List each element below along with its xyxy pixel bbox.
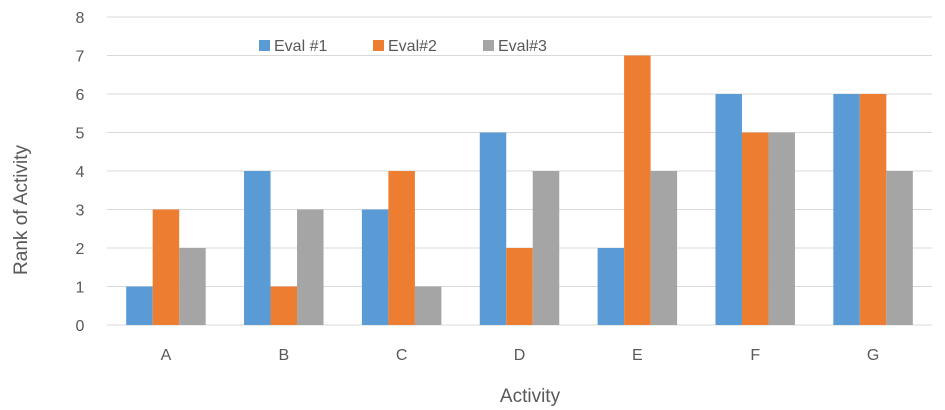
legend-swatch: [259, 40, 270, 51]
bar-A-series-1: [126, 286, 153, 325]
y-tick-label: 1: [76, 280, 85, 297]
x-tick-label: F: [750, 347, 760, 364]
bar-B-series-1: [244, 171, 271, 325]
bar-E-series-1: [597, 248, 625, 325]
bar-C-series-2: [388, 171, 415, 325]
bar-C-series-1: [361, 209, 389, 325]
x-tick-label: B: [278, 347, 289, 364]
legend-label: Eval#2: [388, 38, 437, 55]
y-axis-title: Rank of Activity: [11, 145, 32, 275]
x-tick-label: D: [514, 347, 526, 364]
y-axis-ticks: 0 1 2 3 4 5 6 7 8: [76, 10, 85, 335]
y-tick-label: 0: [76, 318, 85, 335]
y-tick-label: 4: [76, 164, 85, 181]
y-tick-label: 3: [76, 203, 85, 220]
legend-swatch: [373, 40, 384, 51]
bar-G-series-2: [859, 94, 887, 325]
x-tick-label: G: [867, 347, 879, 364]
legend: Eval #1 Eval#2 Eval#3: [259, 38, 547, 55]
bar-D-series-3: [532, 171, 560, 325]
bar-B-series-2: [270, 286, 298, 325]
bar-B-series-3: [297, 209, 324, 325]
bars: [126, 55, 913, 325]
legend-label: Eval #1: [274, 38, 327, 55]
x-axis-title: Activity: [500, 386, 561, 407]
bar-A-series-3: [179, 248, 206, 325]
x-axis-ticks: A B C D E F G: [161, 347, 880, 364]
x-tick-label: C: [396, 347, 408, 364]
bar-A-series-2: [152, 209, 180, 325]
legend-swatch: [483, 40, 494, 51]
legend-label: Eval#3: [498, 38, 547, 55]
bar-F-series-3: [768, 132, 795, 325]
x-tick-label: E: [632, 347, 643, 364]
y-tick-label: 2: [76, 241, 85, 258]
bar-D-series-2: [506, 248, 533, 325]
y-tick-label: 8: [76, 10, 85, 27]
bar-F-series-1: [715, 94, 742, 325]
bar-E-series-3: [650, 171, 678, 325]
bar-C-series-3: [414, 286, 442, 325]
y-tick-label: 7: [76, 49, 85, 66]
x-tick-label: A: [161, 347, 172, 364]
y-tick-label: 6: [76, 87, 85, 104]
bar-F-series-2: [741, 132, 769, 325]
bar-G-series-1: [833, 94, 860, 325]
bar-E-series-2: [624, 55, 651, 325]
bar-G-series-3: [886, 171, 913, 325]
y-tick-label: 5: [76, 126, 85, 143]
bar-D-series-1: [479, 132, 507, 325]
